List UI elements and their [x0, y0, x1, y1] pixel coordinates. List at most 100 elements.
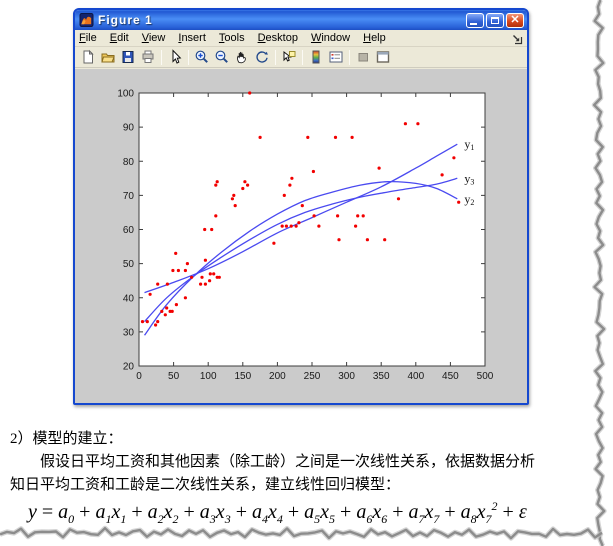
- insert-colorbar-button[interactable]: [306, 48, 326, 67]
- menu-item-desktop[interactable]: Desktop: [257, 32, 298, 44]
- formula-term: a2: [147, 501, 164, 526]
- save-figure-button[interactable]: [118, 48, 138, 67]
- zoom-out-icon: [215, 50, 228, 63]
- formula-operator: +: [502, 501, 514, 523]
- scatter-point: [452, 156, 456, 160]
- minimize-button[interactable]: [466, 12, 484, 28]
- fit-curve-y3: [144, 177, 458, 323]
- scatter-point: [457, 200, 461, 204]
- torn-edge-line: [591, 0, 607, 546]
- x-tick-label: 150: [234, 371, 251, 382]
- y-tick-label: 30: [123, 327, 135, 338]
- scatter-point: [284, 224, 288, 228]
- insert-legend-button[interactable]: [326, 48, 346, 67]
- toolbar-separator: [302, 49, 303, 65]
- maximize-button[interactable]: [486, 12, 504, 28]
- dock-figure-icon[interactable]: [511, 33, 523, 45]
- formula-operator: +: [287, 501, 300, 523]
- formula-term: a4: [251, 501, 268, 526]
- matlab-figure-window: Figure 1 ✕ File Edit View Insert Tools Deskto…: [73, 8, 529, 405]
- pan-button[interactable]: [232, 48, 252, 67]
- scatter-point: [300, 204, 304, 208]
- scatter-point: [356, 214, 360, 218]
- doc-line-1: 假设日平均工资和其他因素（除工龄）之间是一次线性关系，依据数据分析: [40, 454, 536, 470]
- scatter-point: [174, 251, 178, 255]
- menu-item-tools[interactable]: Tools: [218, 32, 245, 44]
- scatter-point: [165, 306, 169, 310]
- scatter-point: [145, 320, 149, 324]
- menu-item-view[interactable]: View: [141, 32, 166, 44]
- scatter-point: [183, 268, 187, 273]
- torn-edge-line: [0, 525, 604, 541]
- x-tick-label: 50: [168, 371, 180, 382]
- x-tick-label: 500: [477, 371, 494, 382]
- scatter-point: [208, 272, 212, 276]
- formula-operator: +: [340, 501, 352, 523]
- formula-term: a3: [199, 501, 216, 526]
- edit-plot-button[interactable]: [165, 48, 185, 67]
- save-figure-icon: [122, 51, 134, 63]
- menu-item-edit[interactable]: Edit: [109, 32, 129, 44]
- open-file-button[interactable]: [98, 48, 118, 67]
- torn-edge-line: [593, 0, 606, 546]
- zoom-out-button[interactable]: [212, 48, 232, 67]
- scatter-point: [350, 135, 354, 139]
- show-plot-tools-button[interactable]: [373, 48, 393, 67]
- y-tick-label: 50: [123, 259, 135, 270]
- formula-operator: +: [444, 501, 456, 523]
- scatter-point: [288, 183, 292, 187]
- scatter-point: [208, 279, 212, 283]
- scatter-point: [336, 214, 340, 218]
- menu-item-insert[interactable]: Insert: [178, 32, 206, 44]
- print-figure-button[interactable]: [138, 48, 158, 67]
- scatter-point: [241, 186, 245, 191]
- scatter-point: [190, 275, 194, 279]
- scatter-point: [165, 282, 169, 286]
- title-bar[interactable]: Figure 1 ✕: [75, 10, 527, 30]
- scatter-point: [248, 91, 252, 95]
- formula-term: x72: [476, 499, 498, 526]
- scatter-point: [163, 313, 167, 317]
- scatter-point: [294, 224, 298, 228]
- y-tick-label: 40: [123, 293, 135, 304]
- axes-box: [138, 92, 486, 367]
- close-button[interactable]: ✕: [506, 12, 524, 28]
- formula-term: a6: [356, 501, 373, 526]
- menu-item-help[interactable]: Help: [363, 32, 386, 44]
- menu-item-window[interactable]: Window: [310, 32, 351, 44]
- scatter-point: [290, 176, 294, 180]
- new-document-button[interactable]: [78, 48, 98, 67]
- formula-term: x4: [267, 501, 283, 526]
- window-title: Figure 1: [98, 13, 153, 27]
- formula-term: x7: [424, 501, 440, 526]
- data-cursor-icon: [283, 50, 296, 62]
- scatter-point: [200, 275, 204, 279]
- rotate-3d-button[interactable]: [252, 48, 272, 67]
- scatter-point: [212, 272, 216, 276]
- scatter-point: [246, 183, 250, 187]
- minimize-icon: [470, 22, 477, 25]
- toolbar-separator: [349, 49, 350, 65]
- formula-term: a0: [58, 501, 75, 526]
- scatter-point: [233, 204, 237, 208]
- scatter-point: [156, 320, 160, 324]
- scatter-point: [174, 303, 178, 307]
- scatter-point: [289, 224, 293, 228]
- scatter-point: [282, 193, 286, 197]
- print-figure-icon: [142, 50, 154, 63]
- curve-label-y1: y1: [464, 137, 474, 152]
- scatter-point: [148, 292, 152, 296]
- scatter-point: [176, 268, 180, 273]
- y-tick-label: 90: [123, 123, 135, 134]
- x-tick-label: 0: [136, 371, 142, 382]
- x-tick-label: 100: [200, 371, 217, 382]
- menu-item-file[interactable]: File: [79, 32, 97, 44]
- data-cursor-button[interactable]: [279, 48, 299, 67]
- x-tick-label: 350: [373, 371, 390, 382]
- formula-term: x1: [111, 501, 127, 526]
- hide-plot-tools-button[interactable]: [353, 48, 373, 67]
- scatter-point: [156, 282, 160, 286]
- scatter-point: [365, 238, 369, 242]
- document-text: 2）模型的建立： 假设日平均工资和其他因素（除工龄）之间是一次线性关系，依据数据…: [10, 428, 585, 497]
- zoom-in-button[interactable]: [192, 48, 212, 67]
